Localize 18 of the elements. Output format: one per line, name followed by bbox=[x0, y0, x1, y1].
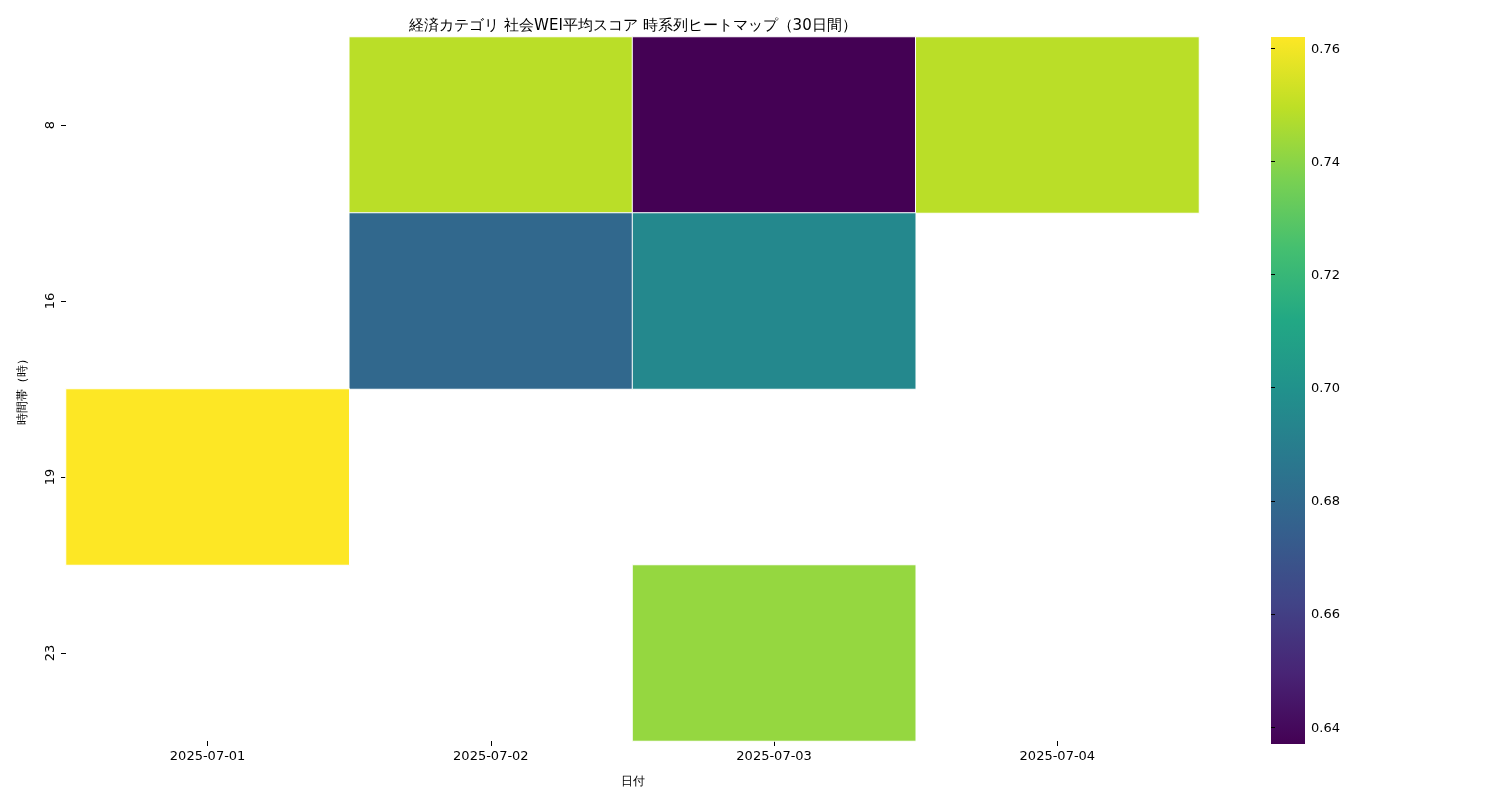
chart-title: 経済カテゴリ 社会WEI平均スコア 時系列ヒートマップ（30日間） bbox=[408, 15, 857, 34]
color-bar-label: 0.74 bbox=[1311, 153, 1340, 169]
color-bar-label: 0.72 bbox=[1311, 267, 1340, 283]
x-tick-label: 2025-07-01 bbox=[169, 748, 246, 763]
x-tick-label: 2025-07-02 bbox=[453, 748, 529, 763]
color-bar-label: 0.64 bbox=[1311, 719, 1340, 735]
color-bar-label: 0.68 bbox=[1311, 493, 1340, 509]
color-bar-label: 0.66 bbox=[1311, 606, 1340, 622]
y-tick-label: 8 bbox=[42, 120, 57, 130]
x-tick-label: 2025-07-04 bbox=[1019, 748, 1096, 763]
y-tick-label: 16 bbox=[42, 292, 57, 310]
color-bar-label: 0.70 bbox=[1311, 380, 1340, 396]
x-tick-label: 2025-07-03 bbox=[736, 748, 812, 763]
y-tick-label: 19 bbox=[42, 468, 57, 486]
x-axis-title: 日付 bbox=[620, 774, 645, 788]
y-axis-title: 時間帯（時） bbox=[15, 353, 29, 425]
color-bar-label: 0.76 bbox=[1311, 40, 1340, 56]
y-tick-label: 23 bbox=[42, 644, 57, 662]
